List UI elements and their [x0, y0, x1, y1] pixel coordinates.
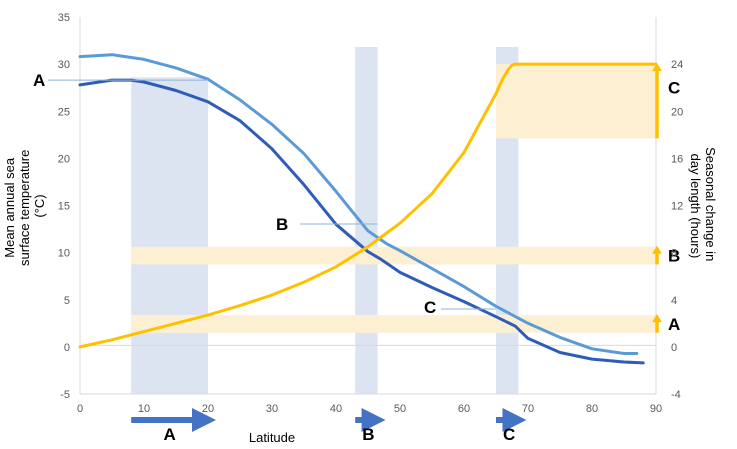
latitude-band-label-b: B	[362, 425, 374, 444]
x-tick-label: 30	[266, 403, 278, 415]
y-axis-right-title: Seasonal change in day length (hours)	[688, 147, 718, 265]
daylength-band-b	[131, 246, 656, 265]
y-right-tick-label: 4	[671, 295, 677, 307]
y-left-tick-label: 0	[64, 342, 70, 354]
y-left-tick-label: 35	[58, 12, 70, 24]
x-tick-label: 10	[138, 403, 150, 415]
y-left-tick-label: -5	[60, 389, 70, 401]
y-right-tick-label: 8	[671, 248, 677, 260]
y-right-tick-label: 12	[671, 201, 683, 213]
series-mean-temp-dark	[78, 78, 645, 365]
series-mean-temp-light	[78, 53, 639, 355]
daylength-label-a: A	[668, 315, 680, 334]
annotations: A B C A B C A B C	[33, 63, 680, 444]
y-left-tick-label: 10	[58, 248, 70, 260]
annotation-label-c: C	[424, 298, 436, 317]
y-right-tick-label: 24	[671, 59, 683, 71]
latitude-band-label-c: C	[503, 425, 515, 444]
x-tick-label: 60	[458, 403, 470, 415]
tick-labels: 0 10 20 30 40 50 60 70 80 90 -5 0 5 10 15 20 25 30 35 -4 0 4 8…	[58, 12, 684, 415]
series-lines	[78, 53, 658, 365]
y-right-tick-label: -4	[671, 389, 681, 401]
annotation-label-a: A	[33, 71, 45, 90]
y-right-tick-label: 16	[671, 153, 683, 165]
shaded-bands	[131, 47, 656, 394]
series-day-length	[78, 62, 658, 349]
y-axis-left-title-line-1: Mean annual sea	[2, 157, 17, 258]
x-tick-label: 80	[586, 403, 598, 415]
daylength-arrowhead-b	[652, 245, 662, 254]
daylength-arrowhead-a	[652, 314, 662, 323]
y-left-tick-label: 30	[58, 59, 70, 71]
x-tick-label: 20	[202, 403, 214, 415]
y-right-tick-label: 0	[671, 342, 677, 354]
y-left-tick-label: 25	[58, 106, 70, 118]
x-tick-label: 90	[650, 403, 662, 415]
daylength-band-a	[131, 315, 656, 333]
x-tick-label: 40	[330, 403, 342, 415]
y-left-tick-label: 5	[64, 295, 70, 307]
annotation-label-b: B	[276, 215, 288, 234]
latitude-band-a	[131, 77, 208, 394]
daylength-label-c: C	[668, 79, 680, 98]
x-axis-title: Latitude	[249, 430, 295, 445]
y-left-tick-label: 15	[58, 201, 70, 213]
y-axis-right-title-line-2: day length (hours)	[688, 154, 703, 259]
y-left-tick-label: 20	[58, 153, 70, 165]
y-right-tick-label: 20	[671, 106, 683, 118]
y-axis-left-title: Mean annual sea surface temperature (°C)	[2, 146, 47, 266]
x-tick-label: 70	[522, 403, 534, 415]
daylength-arrowhead-c	[652, 63, 662, 72]
x-tick-label: 50	[394, 403, 406, 415]
y-axis-left-title-line-2: surface temperature	[17, 150, 32, 266]
y-axis-right-title-line-1: Seasonal change in	[703, 147, 718, 261]
latitude-band-label-a: A	[163, 425, 175, 444]
y-axis-left-title-line-3: (°C)	[32, 194, 47, 217]
daylength-label-b: B	[668, 247, 680, 266]
daylength-band-c	[496, 64, 656, 139]
latitude-band-b	[355, 47, 378, 394]
x-tick-label: 0	[77, 403, 83, 415]
